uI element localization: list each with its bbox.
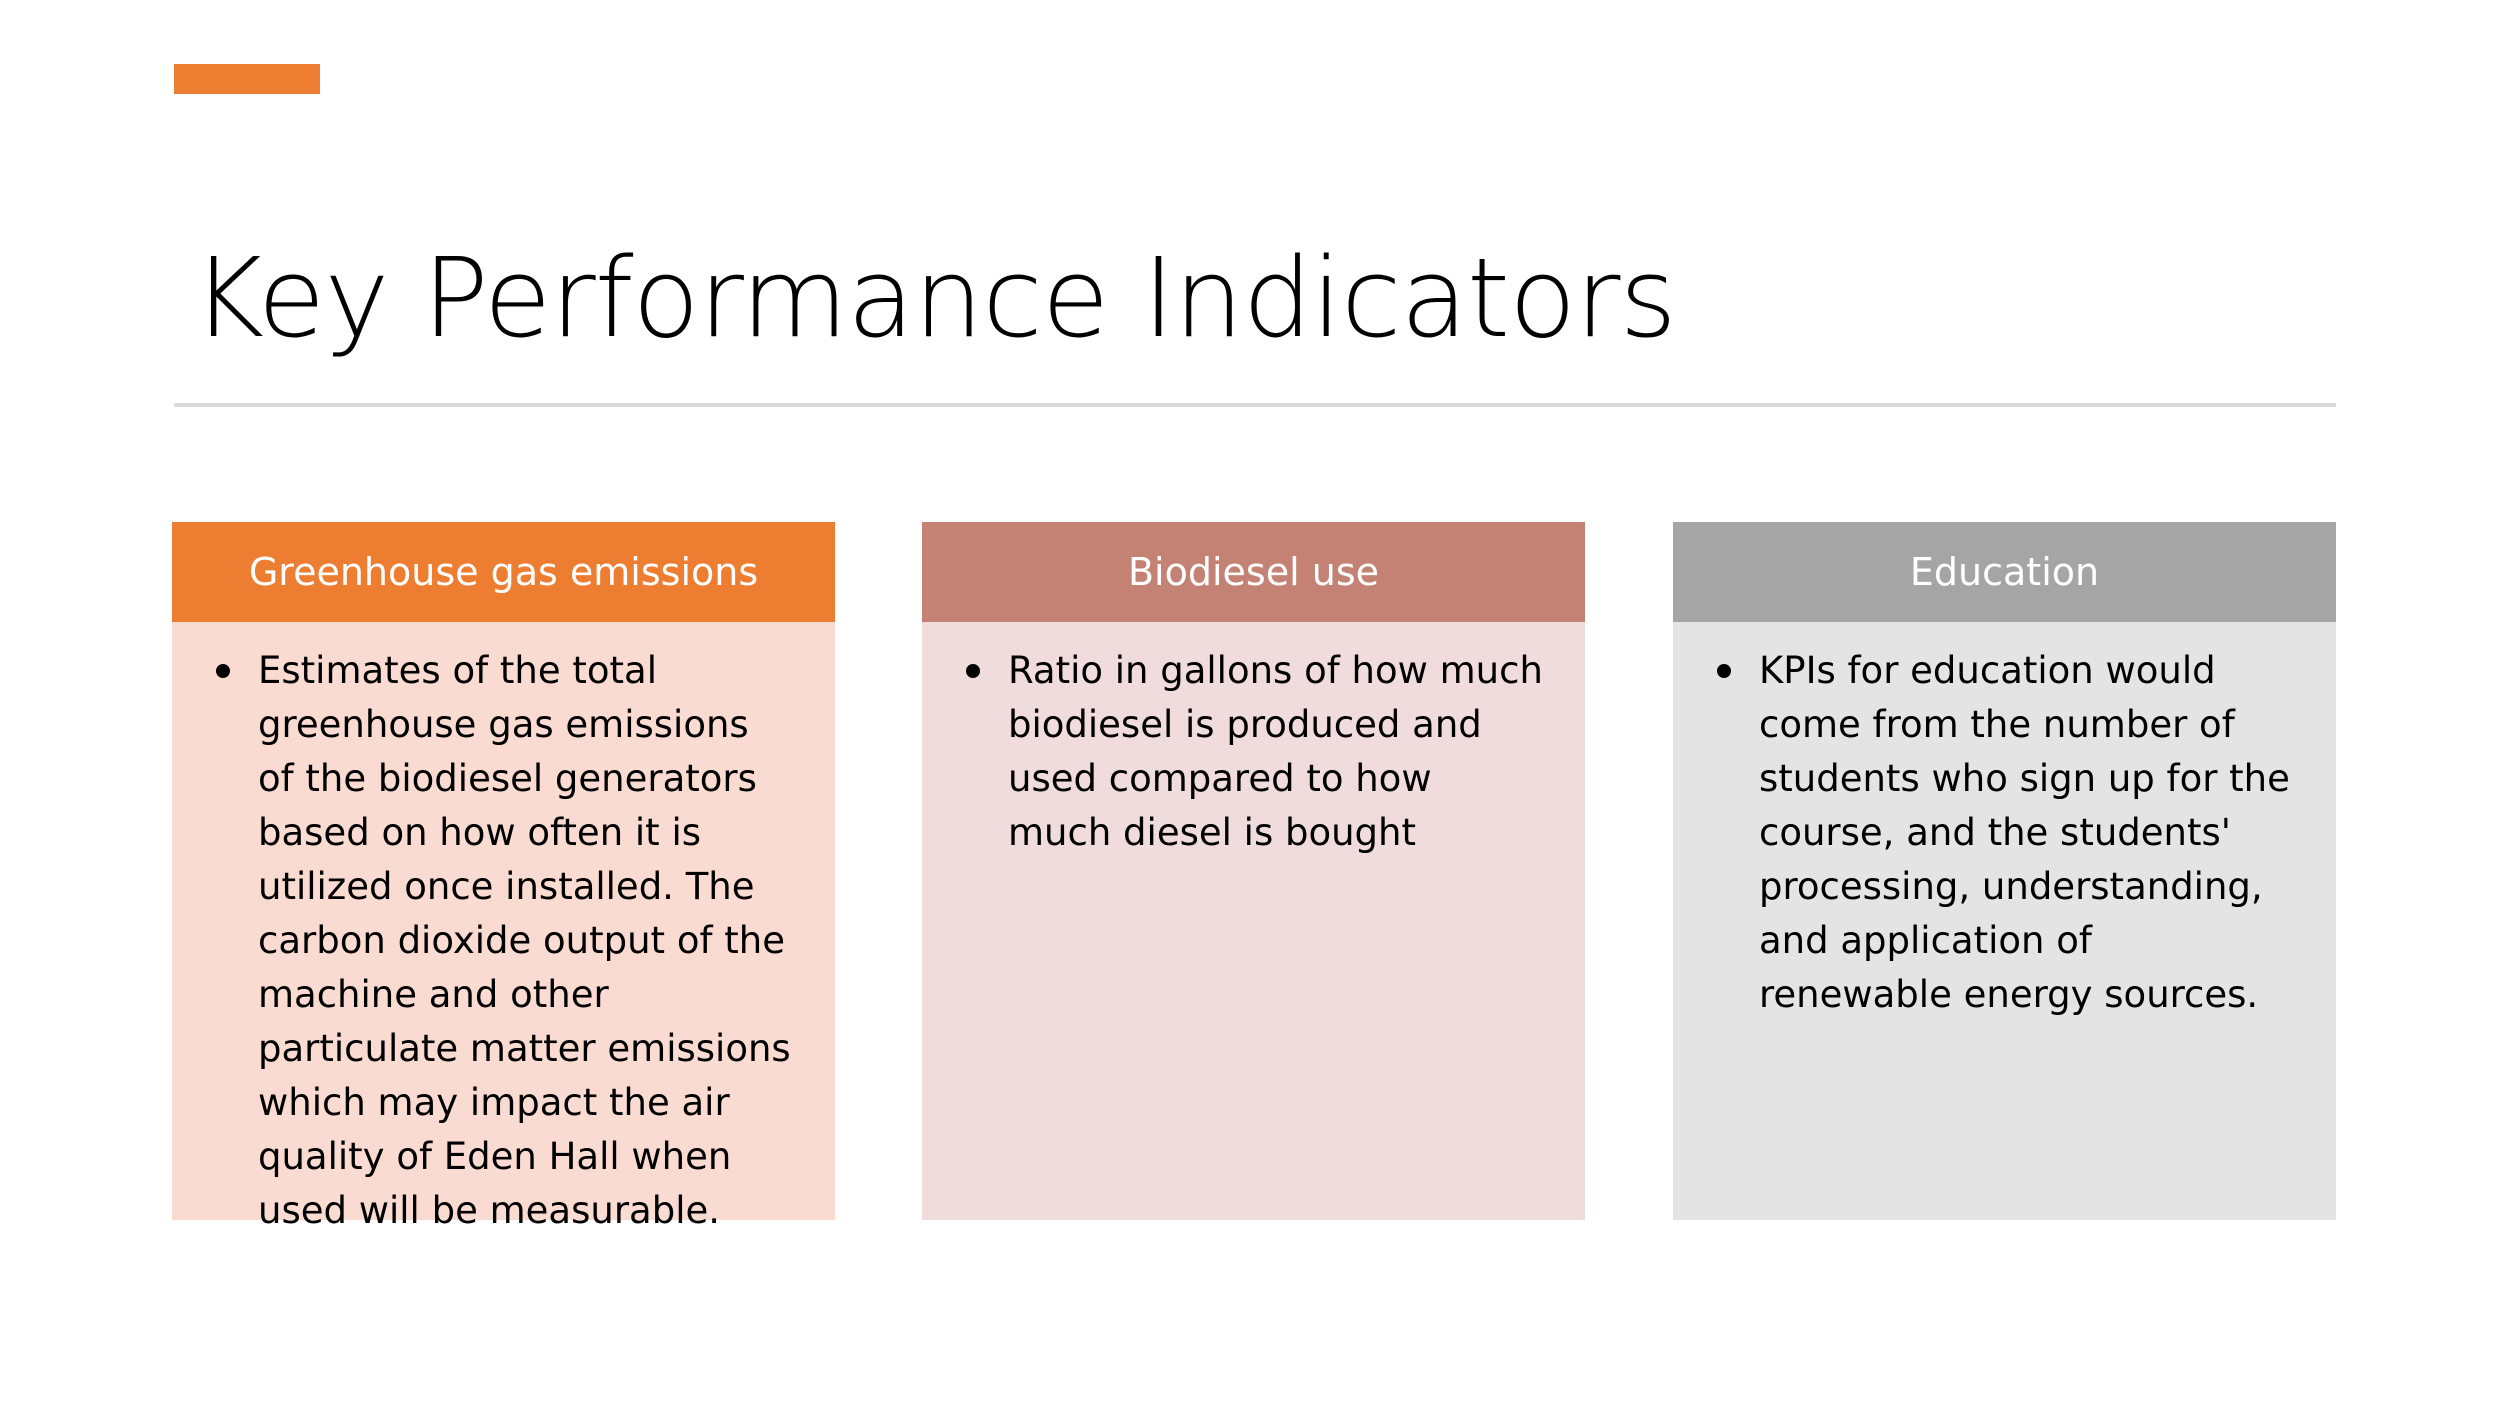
kpi-card-biodiesel-use: Biodiesel use Ratio in gallons of how mu… [922, 522, 1585, 1220]
slide-title: Key Performance Indicators [192, 234, 1677, 362]
card-header: Biodiesel use [922, 522, 1585, 622]
bullet-item: Estimates of the total greenhouse gas em… [216, 644, 795, 1238]
bullet-dot-icon [1717, 664, 1731, 678]
card-heading: Greenhouse gas emissions [248, 550, 759, 594]
bullet-text: KPIs for education would come from the n… [1759, 649, 2290, 1016]
card-header: Greenhouse gas emissions [172, 522, 835, 622]
bullet-list: Estimates of the total greenhouse gas em… [216, 644, 795, 1238]
card-body: Ratio in gallons of how much biodiesel i… [922, 622, 1585, 1220]
card-header: Education [1673, 522, 2336, 622]
bullet-text: Ratio in gallons of how much biodiesel i… [1008, 649, 1543, 854]
card-body: Estimates of the total greenhouse gas em… [172, 622, 835, 1232]
accent-bar [174, 64, 320, 94]
kpi-card-greenhouse-gas: Greenhouse gas emissions Estimates of th… [172, 522, 835, 1232]
bullet-list: KPIs for education would come from the n… [1717, 644, 2296, 1022]
bullet-text: Estimates of the total greenhouse gas em… [258, 649, 791, 1232]
bullet-dot-icon [966, 664, 980, 678]
kpi-card-education: Education KPIs for education would come … [1673, 522, 2336, 1220]
card-body: KPIs for education would come from the n… [1673, 622, 2336, 1220]
card-heading: Biodiesel use [1127, 550, 1379, 594]
bullet-list: Ratio in gallons of how much biodiesel i… [966, 644, 1545, 860]
title-divider [174, 403, 2336, 407]
bullet-item: Ratio in gallons of how much biodiesel i… [966, 644, 1545, 860]
card-heading: Education [1909, 550, 2100, 594]
bullet-item: KPIs for education would come from the n… [1717, 644, 2296, 1022]
bullet-dot-icon [216, 664, 230, 678]
